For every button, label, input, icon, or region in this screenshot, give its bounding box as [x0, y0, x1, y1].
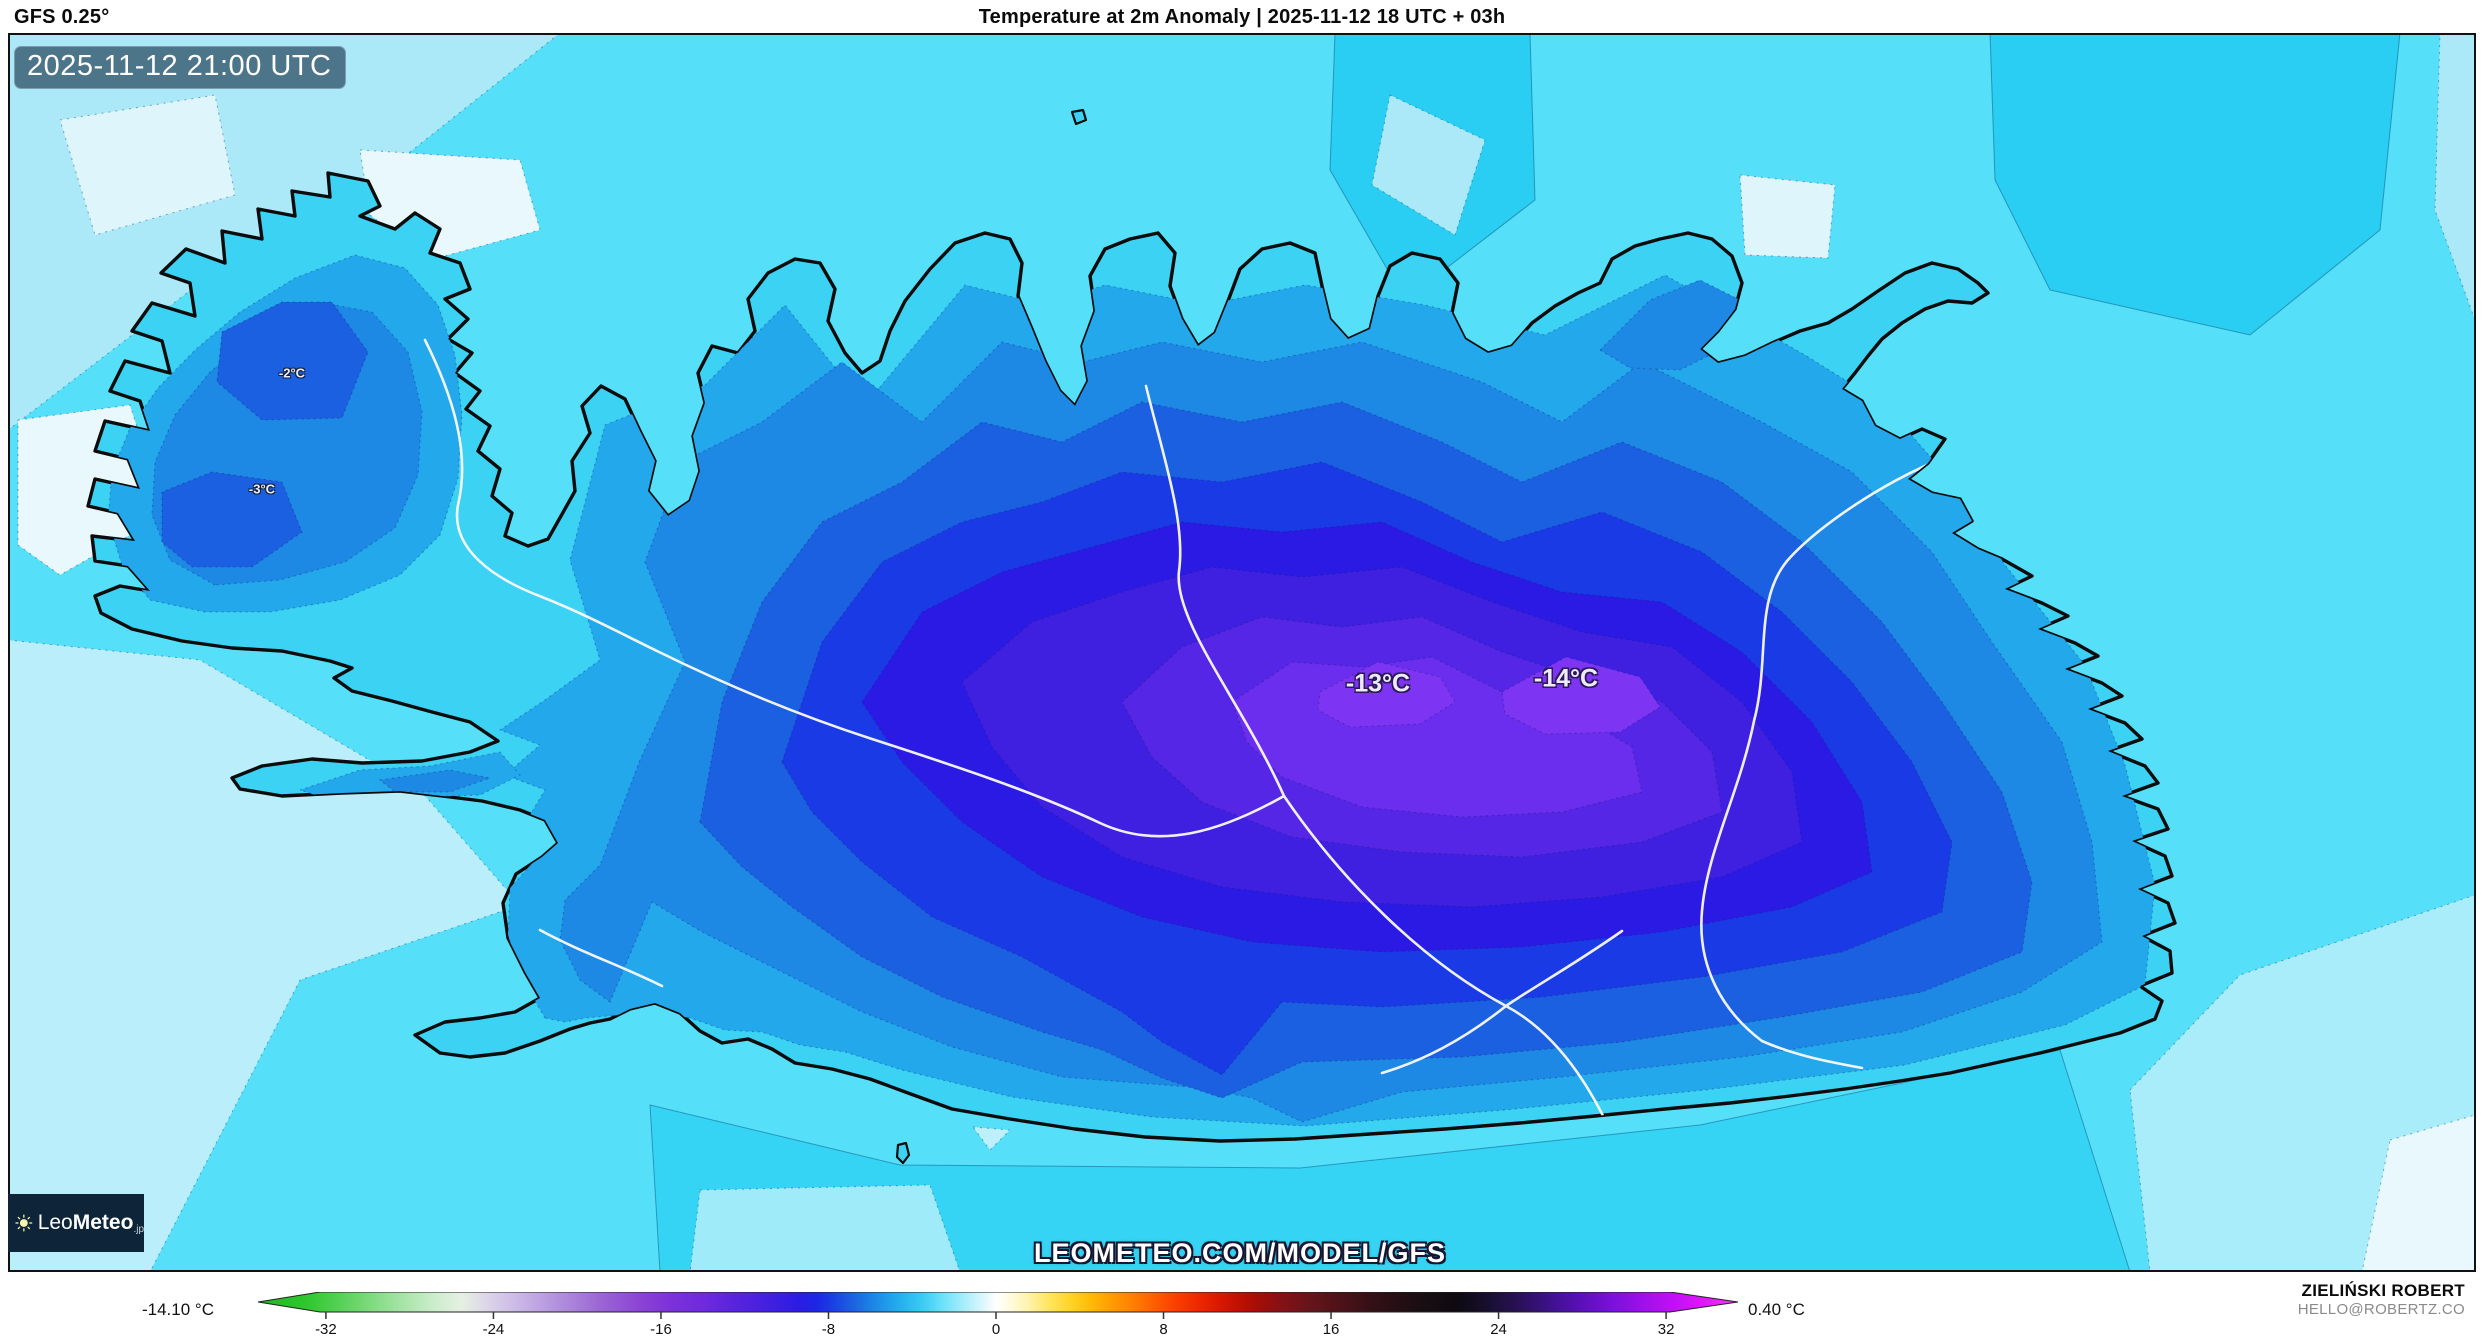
colorbar-svg: -32 -24 -16 -8 0 8 16 24 32: [257, 1291, 1739, 1338]
colorbar-tick-label: 24: [1490, 1321, 1507, 1338]
temperature-label: -14°C: [1533, 664, 1599, 693]
colorbar-gradient-bar: [257, 1291, 1739, 1313]
logo-tld: .jp: [133, 1224, 144, 1235]
colorbar-max-label: 0.40 °C: [1748, 1300, 1805, 1319]
islands: [895, 108, 1088, 1165]
temperature-label: -2°C: [278, 365, 306, 381]
weather-map: 2025-11-12 21:00 UTC -13°C -14°C -2°C -3°C …: [8, 33, 2476, 1272]
colorbar-tick-label: 16: [1323, 1321, 1340, 1338]
model-label: GFS 0.25°: [14, 6, 110, 28]
logo-brand-light: Leo: [37, 1211, 73, 1234]
colorbar-tick-label: -16: [650, 1321, 672, 1338]
map-canvas: [8, 33, 2476, 1272]
temperature-label: -3°C: [248, 481, 276, 497]
logo-text: LeoMeteo.jp: [38, 1211, 144, 1235]
footer-bar: -14.10 °C -32 -24 -16 -8 0 8 16 24 32 0.40 °C ZI…: [0, 1272, 2483, 1338]
temperature-label: -13°C: [1345, 669, 1411, 698]
author-contact: HELLO@ROBERTZ.CO: [2297, 1301, 2465, 1319]
island-grimsey: [1070, 108, 1088, 126]
colorbar-tick-label: -8: [822, 1321, 835, 1338]
sun-icon: [15, 1214, 33, 1232]
header-bar: GFS 0.25° Temperature at 2m Anomaly | 20…: [0, 0, 2483, 33]
island-vestmannaeyjar: [895, 1141, 911, 1165]
road-lines: [423, 338, 1960, 1141]
colorbar: -32 -24 -16 -8 0 8 16 24 32: [257, 1291, 1739, 1343]
colorbar-tick-label: 0: [992, 1321, 1000, 1338]
colorbar-tick-label: 32: [1658, 1321, 1675, 1338]
anomaly-contours: [107, 254, 2156, 1127]
colorbar-min-label: -14.10 °C: [141, 1300, 214, 1319]
colorbar-tick-label: -24: [483, 1321, 505, 1338]
logo-brand-bold: Meteo: [72, 1211, 134, 1234]
colorbar-tick-label: -32: [315, 1321, 337, 1338]
map-labels-overlay: -13°C -14°C -2°C -3°C: [8, 33, 2476, 1272]
watermark-url: LEOMETEO.COM/MODEL/GFS: [1034, 1238, 1446, 1268]
timestamp-badge: 2025-11-12 21:00 UTC: [14, 46, 347, 89]
map-border: [8, 33, 2476, 1272]
ocean-patches: [8, 33, 2476, 1272]
author-block: ZIELIŃSKI ROBERT HELLO@ROBERTZ.CO: [2298, 1280, 2465, 1320]
colorbar-tick-label: 8: [1159, 1321, 1167, 1338]
page-title: Temperature at 2m Anomaly | 2025-11-12 1…: [978, 6, 1506, 28]
author-name: ZIELIŃSKI ROBERT: [2301, 1281, 2465, 1300]
leometeo-logo: LeoMeteo.jp: [8, 1194, 144, 1252]
